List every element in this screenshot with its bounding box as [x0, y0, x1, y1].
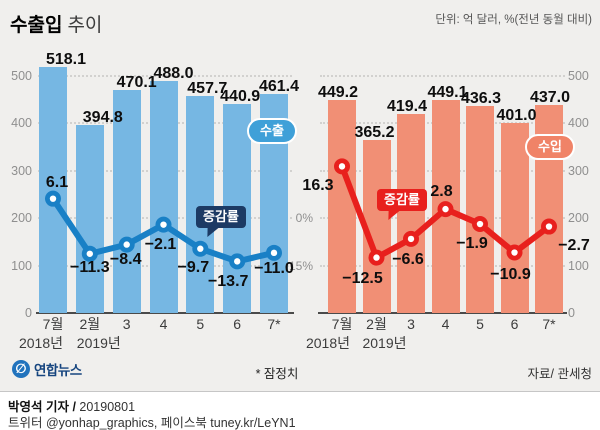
bar-value-label: 518.1	[45, 50, 87, 68]
bar-value-label: 461.4	[258, 77, 300, 95]
line-value-label: 16.3	[302, 177, 334, 195]
yonhap-logo-icon: ∅	[12, 360, 30, 378]
year-label: 2019년	[362, 335, 407, 351]
value-axis-tick: 100	[568, 258, 589, 273]
gridline-500	[38, 74, 292, 77]
x-tick-label: 4	[441, 316, 450, 332]
x-tick-label: 5	[476, 316, 484, 332]
data-source: 자료/ 관세청	[527, 367, 592, 381]
x-tick-label: 3	[122, 316, 131, 332]
bar-value-label: 365.2	[354, 123, 395, 141]
unit-note: 단위: 억 달러, %(전년 동월 대비)	[435, 14, 592, 26]
value-axis-tick: 400	[568, 116, 589, 130]
import-series-pill: 수입	[525, 134, 575, 160]
footnote-preliminary: * 잠정치	[255, 367, 299, 381]
bar-value-label: 419.4	[386, 97, 428, 115]
line-value-label: −11.0	[254, 259, 294, 277]
value-axis-tick: 200	[11, 211, 32, 225]
yonhap-logo-text: 연합뉴스	[34, 363, 82, 378]
agency-logo: ∅ 연합뉴스	[12, 359, 82, 379]
x-tick-label: 6	[510, 316, 519, 332]
value-axis-tick: 200	[568, 211, 589, 225]
bar-value-label: 394.8	[82, 109, 123, 127]
value-axis-tick: 100	[11, 258, 32, 273]
bar-value-label: 440.9	[220, 87, 261, 105]
x-tick-label: 4	[159, 316, 168, 332]
x-tick-label: 5	[196, 316, 205, 332]
x-tick-label: 2월	[366, 316, 387, 332]
line-value-label: −1.9	[456, 235, 488, 253]
bar-value-label: 449.1	[427, 83, 468, 101]
bar-value-label: 470.1	[116, 73, 157, 91]
export-series-pill: 수출	[247, 118, 297, 144]
value-axis-tick: 300	[568, 163, 589, 178]
line-value-label: −13.7	[207, 273, 249, 291]
bar-exports-7월	[39, 66, 67, 313]
line-value-label: −8.4	[109, 250, 142, 268]
byline-reporter: 박영석 기자 / 20190801	[8, 396, 135, 415]
byline-contacts: 트위터 @yonhap_graphics, 페이스북 tuney.kr/LeYN…	[8, 416, 296, 430]
x-tick-label: 3	[407, 316, 415, 332]
bar-value-label: 488.0	[153, 65, 194, 83]
line-value-label: −6.6	[392, 250, 424, 268]
x-tick-label: 7*	[542, 316, 556, 332]
year-label: 2018년	[305, 335, 351, 351]
line-value-label: −2.1	[144, 235, 177, 253]
x-axis-line	[36, 312, 294, 314]
value-axis-tick: 500	[11, 68, 32, 83]
export-rate-callout: 증감률	[196, 206, 246, 228]
bar-exports-2월	[75, 125, 104, 313]
value-axis-tick: 300	[11, 163, 32, 178]
value-axis-tick: 400	[11, 116, 32, 130]
reporter-name: 박영석 기자 /	[8, 400, 76, 414]
value-axis-tick: 0	[25, 306, 32, 320]
line-value-label: 6.1	[45, 173, 69, 191]
page-title-sub: 추이	[67, 15, 103, 36]
x-tick-label: 6	[233, 316, 242, 332]
bar-imports-2월	[362, 139, 391, 313]
page-title: 수출입 추이	[10, 10, 102, 37]
bar-value-label: 436.3	[460, 89, 502, 107]
footer-band	[0, 391, 600, 430]
x-tick-label: 7*	[267, 316, 281, 332]
x-tick-label: 2월	[79, 316, 101, 332]
year-label: 2018년	[18, 335, 64, 351]
bar-exports-4	[149, 81, 178, 313]
x-tick-label: 7월	[42, 316, 64, 332]
pct-axis-tick: 0%	[295, 211, 313, 225]
line-value-label: −12.5	[342, 269, 383, 287]
bar-value-label: 449.2	[317, 83, 359, 101]
import-rate-callout: 증감률	[377, 189, 427, 211]
publish-date: 20190801	[79, 400, 136, 414]
line-value-label: −10.9	[490, 265, 531, 283]
bar-value-label: 457.7	[187, 79, 228, 97]
x-axis-line	[318, 312, 567, 314]
bar-imports-4	[431, 99, 460, 313]
page-title-main: 수출입	[10, 15, 63, 36]
bar-imports-6	[500, 122, 529, 313]
bar-imports-3	[397, 113, 425, 313]
x-tick-label: 7월	[331, 316, 353, 332]
value-axis-tick: 0	[568, 306, 575, 320]
line-value-label: −2.7	[558, 236, 590, 254]
bar-value-label: 437.0	[529, 89, 571, 107]
gridline-500	[320, 74, 565, 77]
bar-value-label: 401.0	[496, 106, 537, 124]
pct-axis-tick: −15%	[281, 258, 313, 273]
year-label: 2019년	[76, 335, 121, 351]
value-axis-tick: 500	[568, 68, 589, 83]
